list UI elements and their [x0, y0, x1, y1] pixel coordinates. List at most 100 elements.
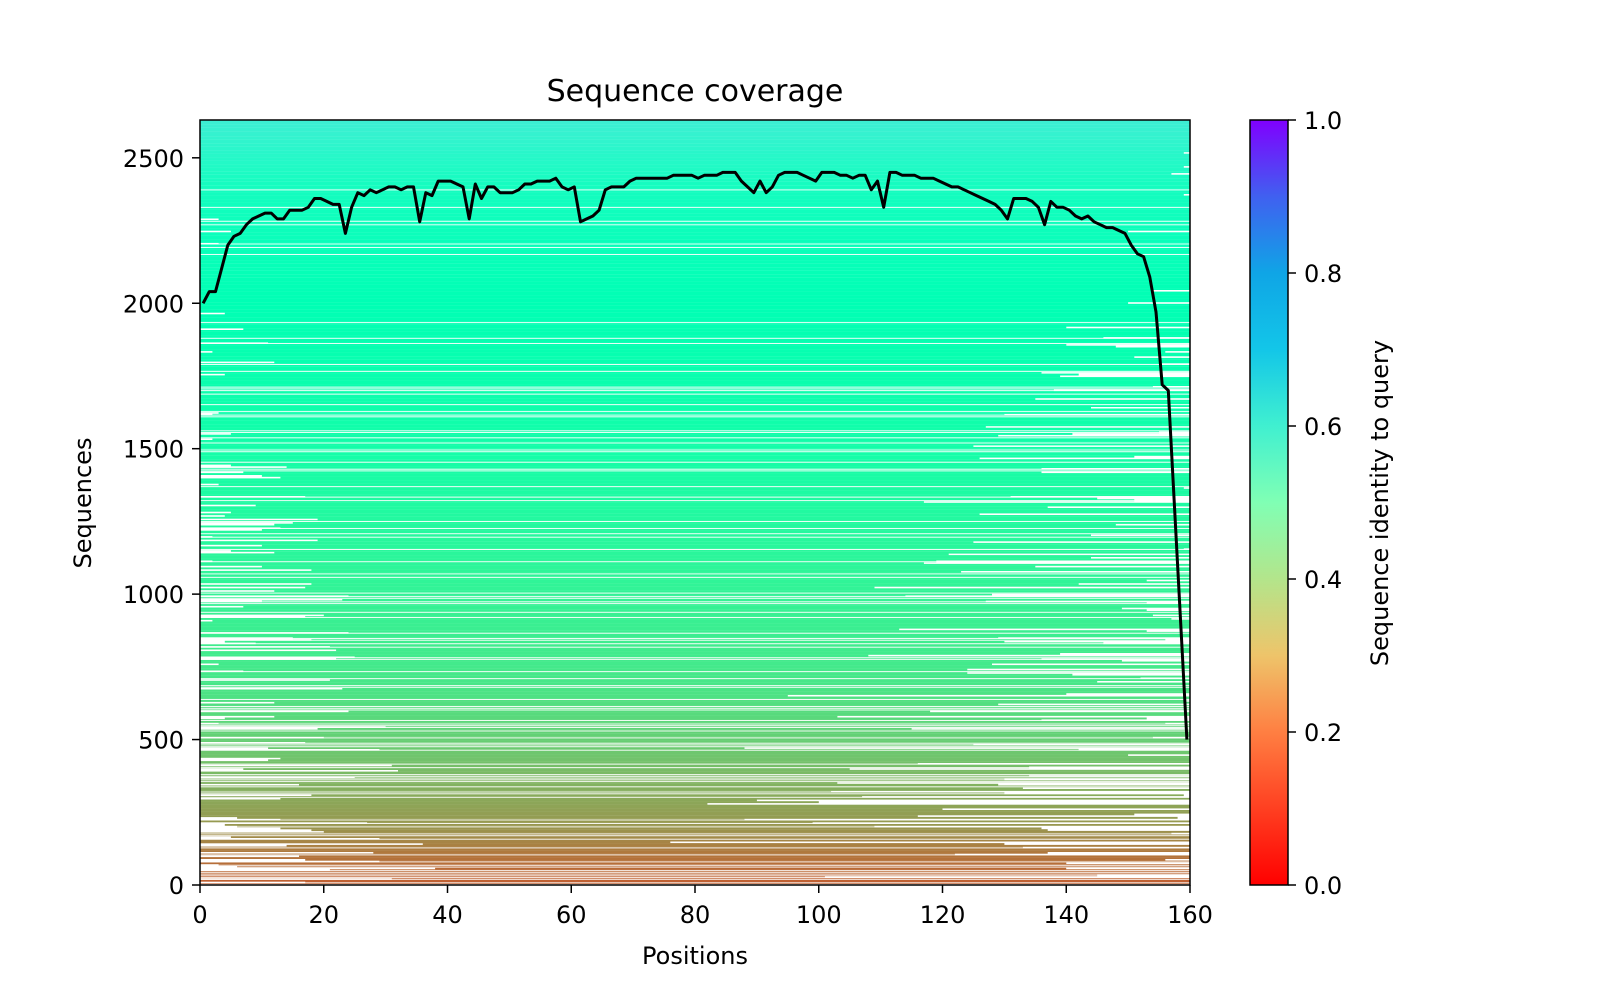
heatmap-row — [200, 399, 1190, 402]
heatmap-row — [200, 680, 1098, 683]
heatmap-gap — [200, 866, 1190, 868]
heatmap-row — [200, 668, 968, 671]
heatmap-row — [200, 694, 788, 697]
heatmap-row — [311, 829, 1048, 832]
heatmap-gap — [200, 500, 1190, 502]
heatmap-gap — [200, 592, 1190, 594]
heatmap-row — [200, 146, 1190, 149]
heatmap-row — [200, 581, 1190, 584]
heatmap-row — [200, 384, 1190, 386]
heatmap-row — [292, 522, 1190, 524]
heatmap-row — [200, 553, 949, 556]
heatmap-row — [200, 635, 1190, 638]
heatmap-gap — [200, 749, 1190, 751]
heatmap-row — [200, 563, 1190, 566]
heatmap-row — [200, 480, 1190, 482]
heatmap-row — [243, 471, 1042, 474]
heatmap-row — [200, 314, 1190, 317]
heatmap-row — [200, 202, 1190, 205]
heatmap-row — [200, 506, 1048, 509]
colorbar-tick-label: 0.8 — [1304, 260, 1342, 288]
heatmap-gap — [200, 838, 1190, 840]
heatmap-gap — [200, 871, 1190, 873]
heatmap-row — [342, 598, 1190, 601]
heatmap-row — [200, 216, 1190, 219]
heatmap-row — [200, 338, 1190, 341]
heatmap-gap — [200, 414, 1190, 416]
x-tick-label: 40 — [432, 901, 463, 929]
heatmap-row — [200, 326, 1067, 329]
heatmap-gap — [200, 632, 1190, 634]
heatmap-gap — [200, 432, 1190, 433]
heatmap-gap — [200, 206, 1190, 208]
heatmap-row — [200, 167, 1190, 170]
colorbar-tick-label: 0.4 — [1304, 566, 1342, 594]
heatmap-gap — [200, 657, 1190, 659]
heatmap-row — [200, 368, 1190, 371]
y-tick-label: 0 — [169, 872, 184, 900]
heatmap-row — [200, 366, 1190, 369]
heatmap-gap — [200, 496, 1190, 498]
heatmap-row — [280, 757, 1190, 760]
colorbar-tick-label: 0.0 — [1304, 872, 1342, 900]
heatmap-gap — [200, 189, 1190, 191]
heatmap-gap — [200, 601, 1190, 603]
heatmap-row — [200, 570, 962, 573]
heatmap-row — [200, 789, 1190, 791]
heatmap-row — [391, 764, 1190, 767]
heatmap-row — [200, 850, 1190, 852]
heatmap-row — [200, 703, 999, 706]
heatmap-row — [200, 228, 1190, 231]
heatmap-row — [200, 804, 1190, 807]
heatmap-row — [200, 150, 1190, 153]
heatmap-row — [200, 696, 1190, 699]
heatmap-row — [200, 192, 1190, 194]
heatmap-gap — [200, 643, 1190, 645]
heatmap-gap — [200, 699, 1190, 700]
heatmap-gap — [200, 573, 1190, 575]
heatmap-row — [200, 478, 1190, 481]
heatmap-gap — [200, 549, 1190, 550]
heatmap-row — [299, 783, 999, 786]
heatmap-row — [200, 323, 1190, 325]
heatmap-gap — [200, 220, 1190, 222]
heatmap-row — [200, 625, 1190, 627]
heatmap-row — [200, 534, 1091, 537]
heatmap-gap — [200, 486, 1190, 488]
heatmap-row — [200, 787, 1023, 790]
heatmap-row — [200, 237, 1190, 240]
heatmap-row — [274, 701, 1190, 704]
heatmap-row — [237, 816, 1178, 819]
heatmap-row — [200, 420, 1190, 423]
heatmap-row — [200, 808, 943, 811]
heatmap-row — [224, 717, 1147, 720]
heatmap-gap — [200, 882, 1190, 884]
heatmap-gap — [200, 847, 1190, 849]
heatmap-row — [200, 556, 1091, 559]
heatmap-row — [200, 813, 1135, 816]
heatmap-gap — [200, 826, 1190, 828]
heatmap-row — [200, 604, 1190, 606]
heatmap-row — [200, 405, 1190, 407]
heatmap-row — [200, 462, 1190, 465]
heatmap-row — [200, 801, 819, 804]
heatmap-row — [200, 452, 1190, 455]
coverage-heatmap — [200, 120, 1190, 885]
heatmap-gap — [200, 727, 1190, 728]
heatmap-gap — [200, 777, 1190, 779]
colorbar-ticks: 0.0 0.2 0.4 0.6 0.8 1.0 — [1288, 107, 1342, 900]
heatmap-row — [224, 373, 1079, 376]
heatmap-row — [317, 518, 1190, 521]
heatmap-row — [200, 277, 1190, 280]
heatmap-row — [200, 820, 1190, 823]
heatmap-row — [230, 464, 1190, 467]
heatmap-row — [200, 302, 1129, 304]
heatmap-row — [200, 453, 1190, 456]
heatmap-row — [200, 733, 1190, 736]
heatmap-row — [212, 619, 1190, 622]
heatmap-row — [200, 618, 1172, 620]
heatmap-row — [200, 612, 1190, 615]
heatmap-row — [200, 673, 1073, 676]
heatmap-row — [200, 490, 1190, 493]
heatmap-row — [200, 537, 1190, 540]
